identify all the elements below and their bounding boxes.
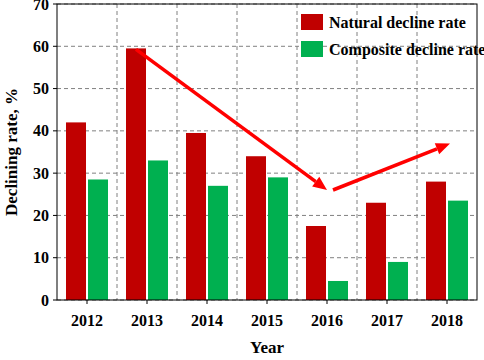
bar	[126, 48, 146, 300]
grid-line-x	[297, 4, 298, 300]
grid-line-y	[57, 215, 477, 216]
bar	[186, 133, 206, 300]
y-tick	[53, 4, 57, 5]
x-tick	[447, 300, 448, 304]
y-tick-label: 0	[41, 292, 49, 309]
y-axis-label: Declining rate, %	[2, 88, 21, 216]
bar	[366, 203, 386, 300]
y-tick-label: 10	[33, 249, 49, 266]
x-tick	[87, 300, 88, 304]
y-tick	[53, 130, 57, 131]
arrow-line	[136, 49, 316, 181]
grid-line-x	[117, 4, 118, 300]
bar	[246, 156, 266, 300]
grid-line-y	[57, 173, 477, 174]
arrow-line	[333, 149, 437, 190]
x-tick-label: 2017	[371, 312, 403, 329]
chart-container: 0 10 20 30 40 50 60 70 2012 2013 2014 2015 2016 2017 2…	[0, 0, 484, 360]
y-tick	[53, 46, 57, 47]
bar	[208, 186, 228, 300]
bar	[426, 182, 446, 300]
bar	[328, 281, 348, 300]
legend-swatch	[301, 41, 323, 57]
x-tick-label: 2015	[251, 312, 283, 329]
bar	[88, 179, 108, 300]
grid-line-y	[57, 88, 477, 89]
trend-arrow	[136, 49, 327, 190]
bar	[66, 122, 86, 300]
grid-line-x	[177, 4, 178, 300]
x-tick	[207, 300, 208, 304]
x-tick	[387, 300, 388, 304]
y-tick-label: 60	[33, 38, 49, 55]
x-tick-label: 2012	[71, 312, 103, 329]
y-tick	[53, 257, 57, 258]
legend: Natural decline rate Composite decline ra…	[301, 14, 484, 59]
trend-arrow	[333, 143, 450, 190]
arrow-head	[312, 177, 327, 190]
grid-line-y	[57, 257, 477, 258]
x-tick	[267, 300, 268, 304]
y-tick	[53, 215, 57, 216]
y-tick-label: 50	[33, 80, 49, 97]
x-tick-label: 2018	[431, 312, 463, 329]
chart-svg: 0 10 20 30 40 50 60 70 2012 2013 2014 2015 2016 2017 2…	[0, 0, 484, 360]
y-tick-label: 30	[33, 165, 49, 182]
bar	[448, 201, 468, 300]
x-tick	[147, 300, 148, 304]
bars	[66, 48, 468, 300]
arrow-head	[435, 143, 450, 154]
grid-line-y	[57, 130, 477, 131]
x-tick-label: 2013	[131, 312, 163, 329]
y-tick-label: 40	[33, 122, 49, 139]
grid-line-x	[237, 4, 238, 300]
bar	[306, 226, 326, 300]
y-tick	[53, 88, 57, 89]
bar	[388, 262, 408, 300]
bar	[148, 160, 168, 300]
legend-label: Composite decline rate	[329, 41, 484, 59]
y-tick	[53, 300, 57, 301]
legend-swatch	[301, 14, 323, 30]
x-tick-label: 2016	[311, 312, 343, 329]
y-tick-label: 20	[33, 207, 49, 224]
y-tick	[53, 173, 57, 174]
y-tick-label: 70	[33, 0, 49, 13]
bar	[268, 177, 288, 300]
legend-label: Natural decline rate	[329, 14, 466, 31]
x-axis-label: Year	[250, 338, 284, 357]
x-tick	[327, 300, 328, 304]
x-tick-label: 2014	[191, 312, 223, 329]
